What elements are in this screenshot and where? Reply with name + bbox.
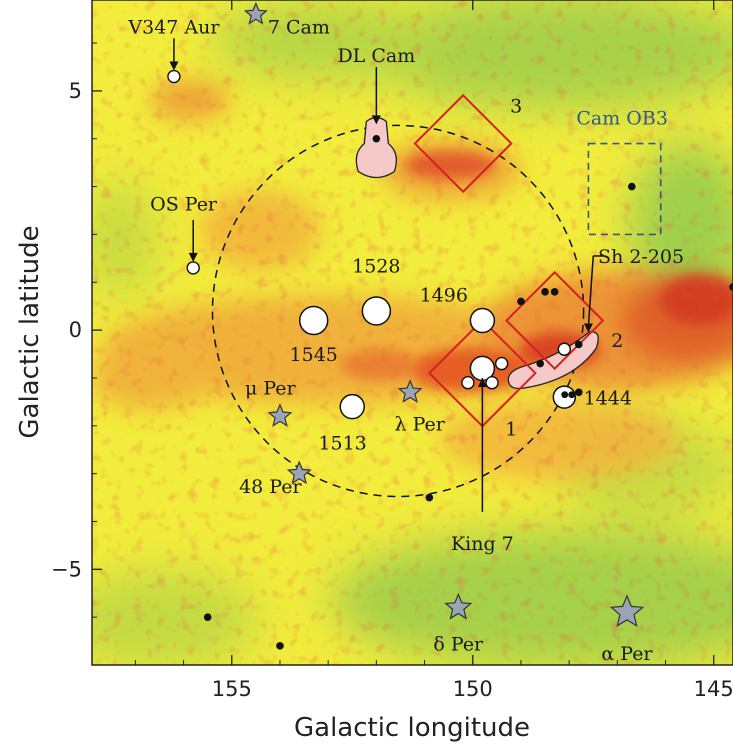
star-μ-Per [267,403,293,427]
black-dot [729,283,733,291]
x-tick-label-0: 155 [212,677,252,701]
y-tick-label-2: −5 [51,557,82,581]
cluster-1444-dot [561,391,569,399]
x-tick-label-1: 150 [453,677,493,701]
label-mu-per: μ Per [245,378,297,400]
black-dot [276,642,284,650]
label-king-7: King 7 [451,533,514,555]
label-dl-cam: DL Cam [337,45,415,67]
arrow-dl-cam-head [371,115,381,125]
cluster-1528 [361,296,392,326]
small-open-marker [186,261,200,275]
x-tick-label-2: 145 [694,677,733,701]
label-region-1: 1 [505,418,517,440]
extinction-map [92,0,733,665]
arrow-king7-head [477,377,487,387]
cam-ob3-box [587,142,662,236]
small-open-marker [485,376,499,390]
label-sh2-205: Sh 2-205 [598,246,684,268]
label-delta-per: δ Per [433,634,484,656]
dl-cam-cloud [355,116,397,179]
label-v347-aur: V347 Aur [127,16,220,38]
small-open-marker [557,342,572,356]
black-dot [425,493,434,502]
black-dot [203,613,212,621]
star-λ-Per [397,379,423,403]
black-dot [372,134,381,143]
y-tick-label-1: 0 [69,318,82,342]
cluster-1513 [339,393,366,420]
black-dot [574,388,583,397]
star-α-Per [609,594,645,627]
star-δ-Per [444,592,473,620]
star-48-Per [286,460,312,485]
black-dot [627,182,636,191]
label-alpha-per: α Per [601,643,653,665]
label-1528: 1528 [352,256,400,278]
label-1444: 1444 [584,387,632,409]
black-dot [517,297,525,306]
black-dot [550,288,559,296]
label-cam-ob3: Cam OB3 [576,107,668,129]
black-dot [536,359,545,368]
small-open-marker [494,356,509,371]
label-1496: 1496 [420,284,468,306]
arrow-v347-aur-head [169,61,179,71]
label-1545: 1545 [290,344,338,366]
region-box-3 [413,93,513,194]
small-open-marker [461,376,475,390]
label-7-cam: 7 Cam [268,16,330,38]
black-dot [541,288,549,296]
y-tick-label-0: 5 [69,79,82,103]
label-lambda-per: λ Per [395,414,446,436]
cluster-1444-dot [568,391,576,399]
label-region-2: 2 [611,330,623,352]
arrow-sh2-205-head [583,323,593,333]
small-open-marker [167,69,181,84]
y-axis-title: Galactic latitude [15,225,45,438]
x-axis-title: Galactic longitude [294,713,530,743]
label-48-per: 48 Per [239,476,302,498]
black-dot [574,340,583,349]
label-os-per: OS Per [150,194,218,216]
cluster-1496 [469,307,496,334]
arrow-sh2-205 [587,255,594,327]
cluster-1545 [298,305,329,336]
star-7-Cam [243,1,268,25]
label-1513: 1513 [318,433,366,455]
arrow-os-per-head [188,252,198,262]
plot-frame [91,0,733,666]
shell-circle [211,124,585,498]
label-region-3: 3 [510,95,522,117]
